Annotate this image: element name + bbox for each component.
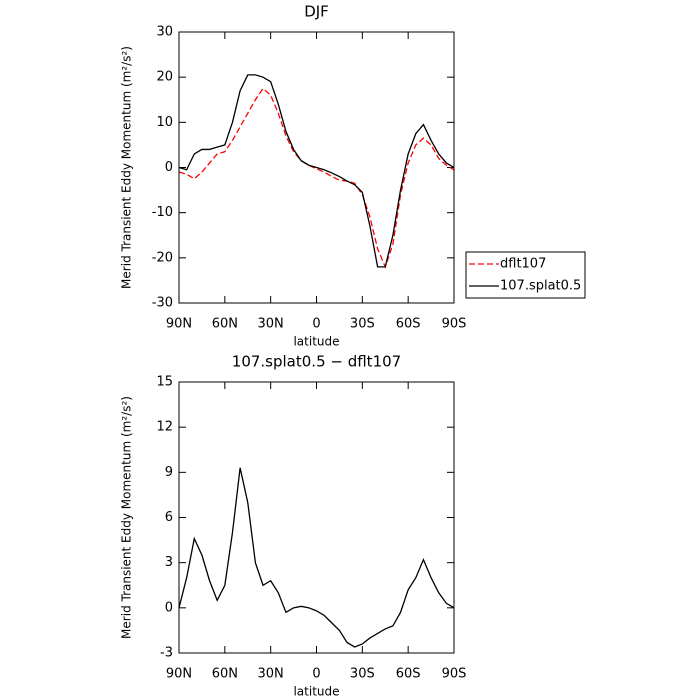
y-tick-label: 0 [165,600,173,615]
y-tick-label: 15 [156,375,173,390]
legend-box [465,251,586,299]
x-tick-label: 90N [166,667,192,682]
x-axis-label: latitude [293,685,339,699]
y-tick-label: 9 [165,465,173,480]
y-axis-label: Merid Transient Eddy Momentum (m²/s²) [120,396,134,639]
x-tick-label: 60N [212,317,238,332]
y-tick-label: 20 [156,70,173,85]
series-line [178,74,455,268]
x-tick-label: 30S [350,667,375,682]
legend-label: dflt107 [500,257,546,272]
y-tick-label: -20 [152,250,173,265]
series-line [178,87,455,269]
y-tick-label: 3 [165,555,173,570]
x-tick-label: 90S [442,667,467,682]
legend-label: 107.splat0.5 [500,279,581,294]
x-tick-label: 30N [258,317,284,332]
y-tick-label: 30 [156,25,173,40]
plot-frame [178,381,455,654]
x-tick-label: 0 [312,317,320,332]
series-line [178,467,455,648]
x-tick-label: 90N [166,317,192,332]
x-tick-label: 30N [258,667,284,682]
y-tick-label: 10 [156,115,173,130]
x-axis-label: latitude [293,335,339,349]
y-tick-label: -10 [152,205,173,220]
plot-frame [178,31,455,304]
y-tick-label: -3 [160,646,173,661]
y-tick-label: -30 [152,296,173,311]
x-tick-label: 90S [442,317,467,332]
y-axis-label: Merid Transient Eddy Momentum (m²/s²) [120,46,134,289]
x-tick-label: 60N [212,667,238,682]
y-tick-label: 6 [165,510,173,525]
x-tick-label: 60S [396,317,421,332]
chart-title: 107.splat0.5 − dflt107 [232,353,401,371]
y-tick-label: 12 [156,420,173,435]
x-tick-label: 30S [350,317,375,332]
x-tick-label: 60S [396,667,421,682]
y-tick-label: 0 [165,160,173,175]
x-tick-label: 0 [312,667,320,682]
chart-title: DJF [304,3,329,21]
